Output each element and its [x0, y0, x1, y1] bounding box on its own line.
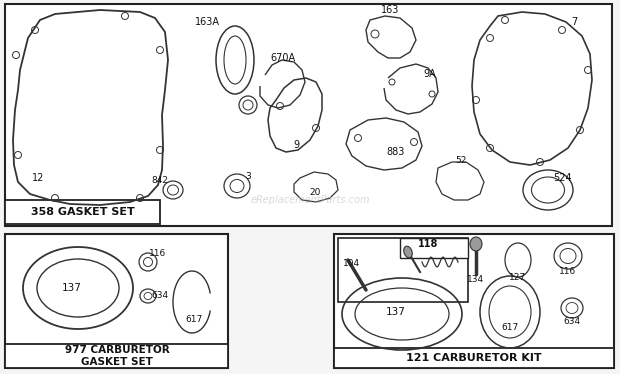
Text: 116: 116 — [149, 249, 167, 258]
Text: 20: 20 — [309, 187, 321, 196]
Bar — [5, 344, 228, 368]
Text: 617: 617 — [185, 316, 203, 325]
Text: 163A: 163A — [195, 17, 219, 27]
Bar — [334, 348, 614, 368]
Bar — [5, 234, 228, 368]
Text: 137: 137 — [386, 307, 406, 317]
Text: 358 GASKET SET: 358 GASKET SET — [31, 207, 135, 217]
Text: 104: 104 — [343, 258, 361, 267]
Bar — [400, 238, 468, 258]
Bar — [338, 238, 468, 302]
Ellipse shape — [404, 246, 412, 258]
Ellipse shape — [470, 237, 482, 251]
Text: 116: 116 — [559, 267, 577, 276]
Text: 524: 524 — [552, 173, 571, 183]
Text: eReplacementParts.com: eReplacementParts.com — [250, 195, 370, 205]
Text: 9: 9 — [293, 140, 299, 150]
Text: 121 CARBURETOR KIT: 121 CARBURETOR KIT — [406, 353, 542, 363]
Text: 137: 137 — [62, 283, 82, 293]
Text: 883: 883 — [387, 147, 405, 157]
Text: 134: 134 — [467, 276, 485, 285]
Text: 52: 52 — [455, 156, 467, 165]
Text: 127: 127 — [510, 273, 526, 282]
Text: 7: 7 — [571, 17, 577, 27]
Bar — [334, 234, 614, 368]
Text: 12: 12 — [32, 173, 44, 183]
Text: 118: 118 — [418, 239, 438, 249]
Text: 3: 3 — [245, 172, 251, 181]
Text: 670A: 670A — [270, 53, 296, 63]
Text: 977 CARBURETOR
GASKET SET: 977 CARBURETOR GASKET SET — [64, 345, 169, 367]
Bar — [5, 200, 160, 224]
Text: 634: 634 — [564, 318, 580, 327]
Bar — [5, 4, 612, 226]
Text: 634: 634 — [151, 291, 169, 300]
Text: 9A: 9A — [423, 69, 436, 79]
Text: 617: 617 — [502, 324, 518, 332]
Text: 842: 842 — [151, 175, 169, 184]
Text: 163: 163 — [381, 5, 399, 15]
